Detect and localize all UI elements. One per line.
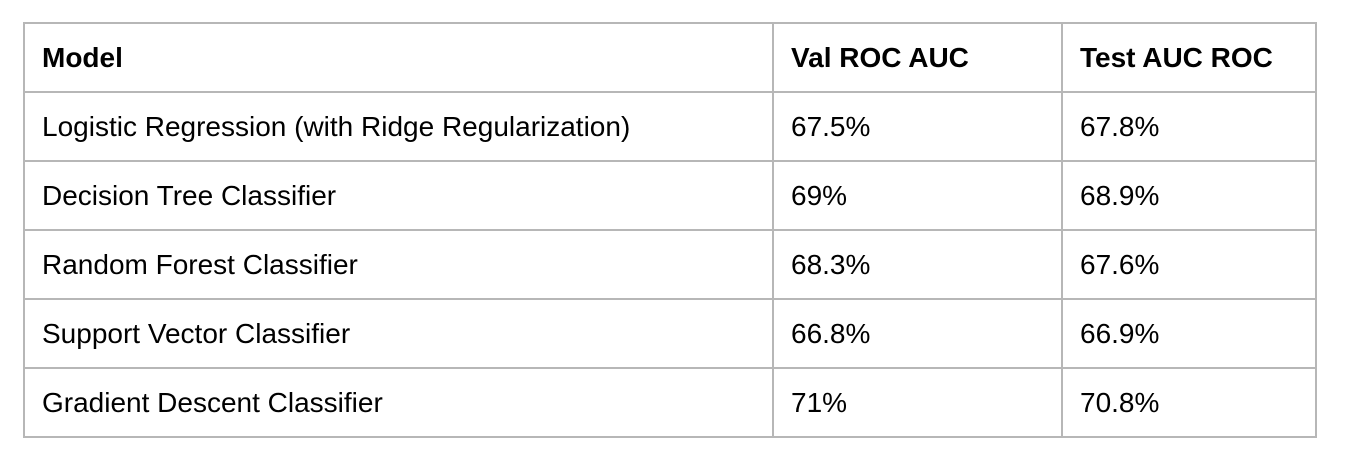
table-body: Logistic Regression (with Ridge Regulari… [23, 91, 1317, 438]
val-score-cell: 66.8% [772, 298, 1063, 369]
test-score-cell: 68.9% [1061, 160, 1317, 231]
table-row: Decision Tree Classifier 69% 68.9% [23, 160, 1317, 231]
table-row: Random Forest Classifier 68.3% 67.6% [23, 229, 1317, 300]
header-test-auc-roc: Test AUC ROC [1061, 22, 1317, 93]
results-table: Model Val ROC AUC Test AUC ROC Logistic … [23, 22, 1317, 438]
val-score-cell: 69% [772, 160, 1063, 231]
header-row: Model Val ROC AUC Test AUC ROC [23, 22, 1317, 93]
table-row: Gradient Descent Classifier 71% 70.8% [23, 367, 1317, 438]
val-score-cell: 68.3% [772, 229, 1063, 300]
model-name-cell: Random Forest Classifier [23, 229, 774, 300]
header-model: Model [23, 22, 774, 93]
table-header: Model Val ROC AUC Test AUC ROC [23, 22, 1317, 93]
model-name-cell: Decision Tree Classifier [23, 160, 774, 231]
val-score-cell: 71% [772, 367, 1063, 438]
header-val-roc-auc: Val ROC AUC [772, 22, 1063, 93]
test-score-cell: 66.9% [1061, 298, 1317, 369]
table-row: Support Vector Classifier 66.8% 66.9% [23, 298, 1317, 369]
val-score-cell: 67.5% [772, 91, 1063, 162]
test-score-cell: 67.8% [1061, 91, 1317, 162]
test-score-cell: 67.6% [1061, 229, 1317, 300]
table-row: Logistic Regression (with Ridge Regulari… [23, 91, 1317, 162]
model-name-cell: Gradient Descent Classifier [23, 367, 774, 438]
model-name-cell: Logistic Regression (with Ridge Regulari… [23, 91, 774, 162]
model-name-cell: Support Vector Classifier [23, 298, 774, 369]
test-score-cell: 70.8% [1061, 367, 1317, 438]
